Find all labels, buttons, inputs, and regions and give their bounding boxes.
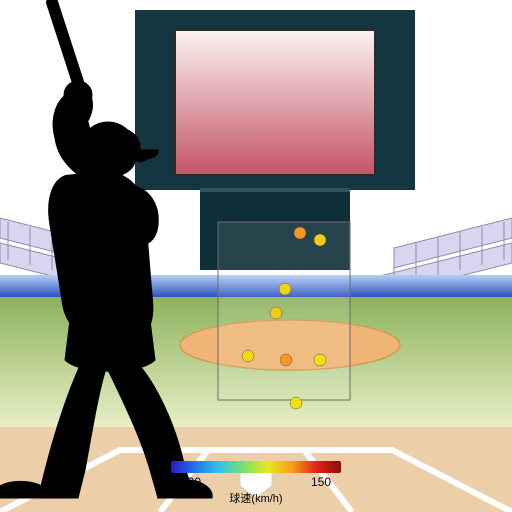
tick-max: 150 <box>311 475 331 489</box>
scene-svg <box>0 0 512 512</box>
pitch-location-chart: 100 150 球速(km/h) <box>0 0 512 512</box>
colorbar <box>171 461 341 473</box>
colorbar-caption: 球速(km/h) <box>229 490 282 506</box>
colorbar-legend: 100 150 球速(km/h) <box>0 461 512 506</box>
tick-min: 100 <box>181 475 201 489</box>
colorbar-ticks: 100 150 <box>171 475 341 489</box>
